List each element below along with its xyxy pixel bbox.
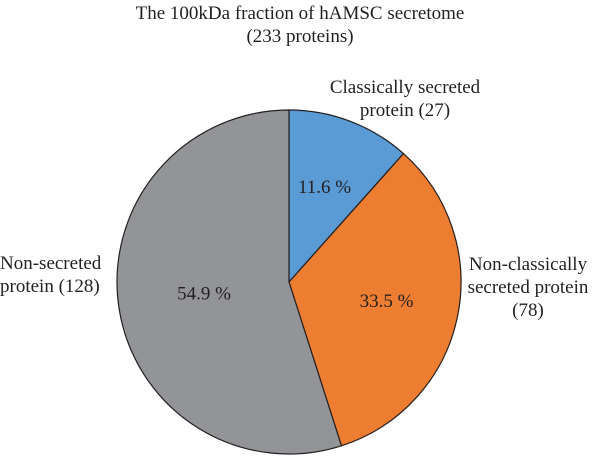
slice-non-secreted — [116, 109, 343, 455]
label-line: secreted protein — [467, 277, 589, 298]
slice-classically-secreted — [288, 109, 405, 284]
chart-title: The 100kDa fraction of hAMSC secretome — [135, 3, 465, 24]
label-line: protein (128) — [0, 276, 100, 297]
label-line: Non-classically — [468, 254, 588, 275]
pie-slices — [116, 109, 462, 455]
legend-label-classically-secreted: Classically secreted protein (27) — [325, 76, 485, 122]
percent-label-non-classically-secreted: 33.5 % — [360, 291, 414, 312]
legend-label-non-classically-secreted: Non-classically secreted protein (78) — [456, 253, 600, 322]
percent-labels: 11.6 % 33.5 % 54.9 % — [177, 177, 414, 312]
percent-label-non-secreted: 54.9 % — [177, 284, 231, 305]
label-line: (78) — [512, 300, 544, 321]
legend-label-non-secreted: Non-secreted protein (128) — [0, 252, 118, 298]
percent-label-classically-secreted: 11.6 % — [298, 177, 351, 198]
label-line: Non-secreted — [0, 253, 102, 274]
slice-non-classically-secreted — [288, 152, 462, 447]
chart-subtitle: (233 proteins) — [246, 26, 354, 47]
label-line: Classically secreted — [329, 77, 481, 98]
label-line: protein (27) — [359, 100, 451, 121]
